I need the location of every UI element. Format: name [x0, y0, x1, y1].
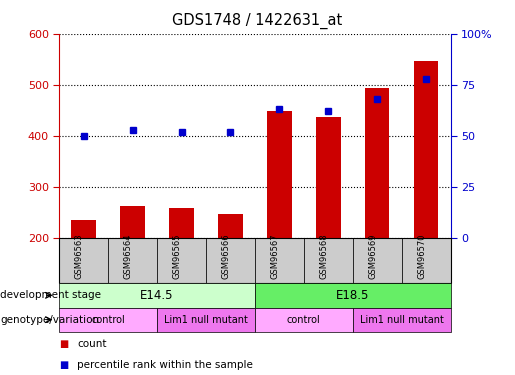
Text: genotype/variation: genotype/variation: [0, 315, 99, 325]
Text: GSM96569: GSM96569: [368, 234, 377, 279]
Bar: [316, 117, 340, 238]
Text: GDS1748 / 1422631_at: GDS1748 / 1422631_at: [173, 13, 342, 29]
Text: Lim1 null mutant: Lim1 null mutant: [360, 315, 443, 325]
Text: control: control: [287, 315, 321, 325]
Text: GSM96565: GSM96565: [173, 234, 182, 279]
Text: ■: ■: [59, 339, 68, 350]
Text: ■: ■: [59, 360, 68, 370]
Text: percentile rank within the sample: percentile rank within the sample: [77, 360, 253, 370]
Text: Lim1 null mutant: Lim1 null mutant: [164, 315, 248, 325]
Text: E18.5: E18.5: [336, 289, 369, 302]
Bar: [72, 220, 96, 238]
Bar: [267, 111, 291, 238]
Text: E14.5: E14.5: [140, 289, 174, 302]
Text: GSM96570: GSM96570: [417, 234, 426, 279]
Bar: [414, 61, 438, 238]
Text: control: control: [91, 315, 125, 325]
Text: GSM96564: GSM96564: [124, 234, 133, 279]
Text: development stage: development stage: [0, 290, 101, 300]
Text: GSM96567: GSM96567: [270, 234, 279, 279]
Bar: [218, 214, 243, 238]
Text: count: count: [77, 339, 107, 350]
Text: GSM96566: GSM96566: [221, 234, 231, 279]
Text: GSM96568: GSM96568: [319, 234, 329, 279]
Text: GSM96563: GSM96563: [75, 234, 83, 279]
Bar: [169, 209, 194, 238]
Bar: [365, 88, 389, 238]
Bar: [121, 206, 145, 238]
